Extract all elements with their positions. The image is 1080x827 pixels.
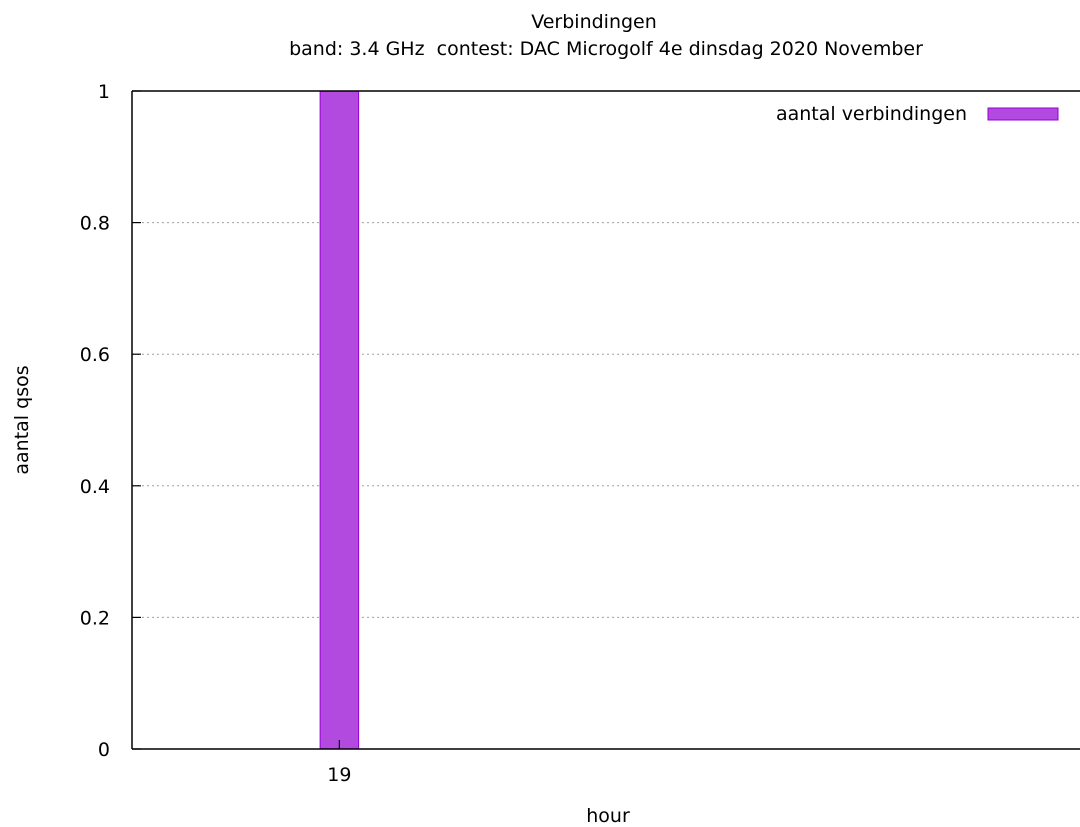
x-ticks: 19	[327, 740, 351, 786]
bar	[319, 90, 360, 750]
x-axis-label: hour	[586, 805, 630, 827]
legend: aantal verbindingen	[776, 103, 1059, 125]
y-tick-label: 0.6	[80, 344, 110, 366]
y-tick-label: 0.4	[80, 476, 110, 498]
y-axis-label: aantal qsos	[11, 365, 33, 474]
bars	[319, 90, 360, 750]
x-tick-label: 19	[327, 764, 351, 786]
legend-swatch	[987, 107, 1059, 121]
y-tick-label: 0.2	[80, 607, 110, 629]
chart-title: Verbindingen	[531, 11, 657, 33]
y-ticks: 0 0.2 0.4 0.6 0.8 1	[80, 81, 141, 761]
y-tick-label: 0	[98, 739, 110, 761]
grid-lines	[132, 222, 1080, 618]
chart-subtitle: band: 3.4 GHz contest: DAC Microgolf 4e …	[289, 38, 923, 60]
y-tick-label: 1	[98, 81, 110, 103]
y-tick-label: 0.8	[80, 213, 110, 235]
legend-label: aantal verbindingen	[776, 103, 967, 125]
